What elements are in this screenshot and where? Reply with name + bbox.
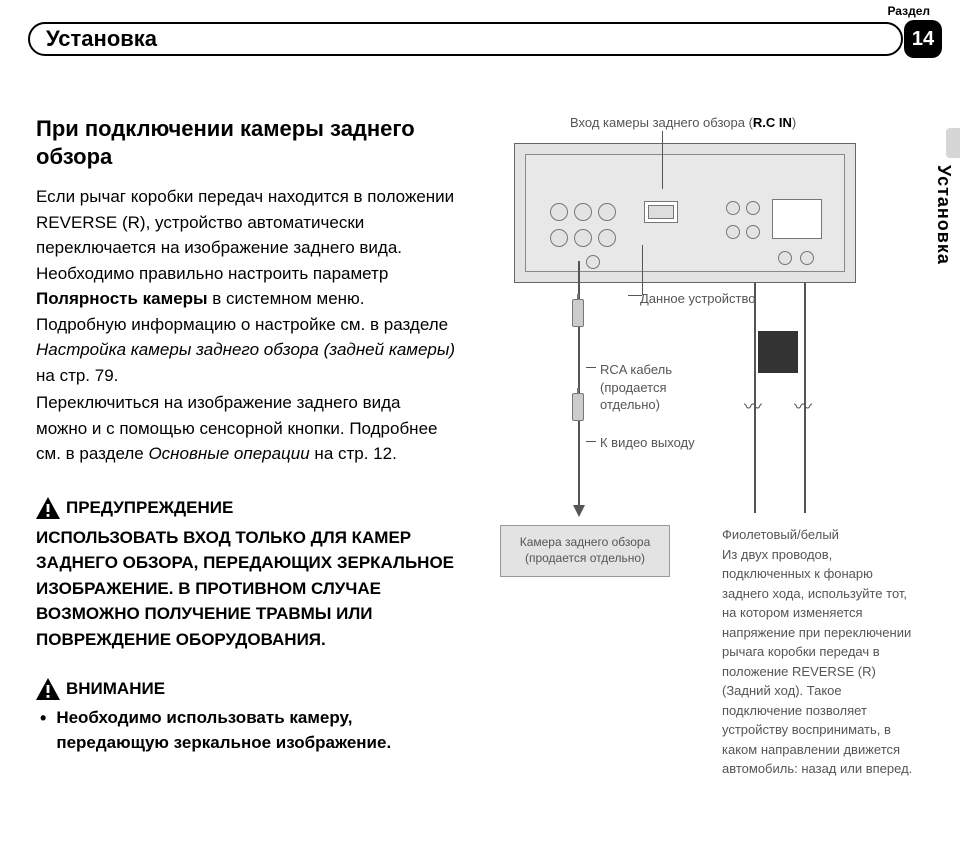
- port: [778, 251, 792, 265]
- caution-bullet-text: Необходимо использовать камеру, передающ…: [56, 706, 456, 755]
- p2-italic: Основные операции: [148, 444, 309, 463]
- port: [574, 203, 592, 221]
- port: [550, 203, 568, 221]
- rc-in-label: Вход камеры заднего обзора (R.C IN): [570, 115, 796, 130]
- leader-line: [642, 245, 643, 295]
- arrow-down-icon: [573, 505, 585, 517]
- connection-diagram: Вход камеры заднего обзора (R.C IN): [490, 115, 930, 815]
- caution-bullet: • Необходимо использовать камеру, переда…: [36, 706, 456, 755]
- port: [726, 201, 740, 215]
- p1-part-c: на стр. 79.: [36, 366, 118, 385]
- warning-header: ПРЕДУПРЕЖДЕНИЕ: [36, 497, 456, 519]
- leader-line: [586, 367, 596, 368]
- break-mark: 〰: [744, 393, 762, 419]
- device-label: Данное устройство: [640, 291, 755, 306]
- caution-title: ВНИМАНИЕ: [66, 679, 165, 699]
- cable: [578, 327, 580, 393]
- caution-header: ВНИМАНИЕ: [36, 678, 456, 700]
- head-unit: [514, 143, 856, 283]
- port: [586, 255, 600, 269]
- port: [598, 203, 616, 221]
- rca-plug: [572, 299, 584, 327]
- purple-white-title: Фиолетовый/белый: [722, 527, 839, 542]
- purple-white-note: Фиолетовый/белый Из двух проводов, подкл…: [722, 525, 920, 779]
- port: [746, 201, 760, 215]
- leader-line: [662, 131, 663, 189]
- caution-block: ВНИМАНИЕ • Необходимо использовать камер…: [36, 678, 456, 755]
- connector-big: [772, 199, 822, 239]
- leader-line: [586, 441, 596, 442]
- port: [550, 229, 568, 247]
- subsection-heading: При подключении камеры заднего обзора: [36, 115, 456, 170]
- rc-in-a: Вход камеры заднего обзора (: [570, 115, 753, 130]
- rc-in-b: R.C IN: [753, 115, 792, 130]
- side-tab-label: Установка: [933, 165, 954, 265]
- left-column: При подключении камеры заднего обзора Ес…: [36, 115, 456, 755]
- bullet-dot: •: [40, 706, 46, 755]
- p1-bold: Полярность камеры: [36, 289, 208, 308]
- camera-box-line2: (продается отдельно): [525, 551, 645, 567]
- port: [598, 229, 616, 247]
- paragraph-2: Переключиться на изображение заднего вид…: [36, 390, 456, 467]
- port: [800, 251, 814, 265]
- warning-body: ИСПОЛЬЗОВАТЬ ВХОД ТОЛЬКО ДЛЯ КАМЕР ЗАДНЕ…: [36, 525, 456, 653]
- section-number-badge: 14: [904, 20, 942, 58]
- purple-white-body: Из двух проводов, подключенных к фонарю …: [722, 547, 912, 777]
- head-unit-face: [525, 154, 845, 272]
- port: [726, 225, 740, 239]
- port: [574, 229, 592, 247]
- side-accent: [946, 128, 960, 158]
- paragraph-1: Если рычаг коробки передач находится в п…: [36, 184, 456, 388]
- warning-icon: [36, 497, 60, 519]
- cable: [578, 421, 580, 505]
- break-mark: 〰: [794, 393, 812, 419]
- page-title-bar: Установка: [28, 22, 903, 56]
- rca-plug: [572, 393, 584, 421]
- page-title: Установка: [46, 26, 157, 52]
- section-word: Раздел: [887, 4, 930, 18]
- port: [746, 225, 760, 239]
- connector-inner: [648, 205, 674, 219]
- wire-sleeve: [758, 331, 798, 373]
- p2-part-b: на стр. 12.: [310, 444, 397, 463]
- caution-icon: [36, 678, 60, 700]
- warning-title: ПРЕДУПРЕЖДЕНИЕ: [66, 498, 233, 518]
- p1-part-a: Если рычаг коробки передач находится в п…: [36, 187, 454, 283]
- camera-box: Камера заднего обзора (продается отдельн…: [500, 525, 670, 577]
- rc-in-c: ): [792, 115, 796, 130]
- p1-italic: Настройка камеры заднего обзора (задней …: [36, 340, 455, 359]
- video-out-label: К видео выходу: [600, 435, 695, 450]
- camera-box-line1: Камера заднего обзора: [520, 535, 651, 551]
- warning-block: ПРЕДУПРЕЖДЕНИЕ ИСПОЛЬЗОВАТЬ ВХОД ТОЛЬКО …: [36, 497, 456, 653]
- rca-cable-label: RCA кабель (продается отдельно): [600, 361, 690, 414]
